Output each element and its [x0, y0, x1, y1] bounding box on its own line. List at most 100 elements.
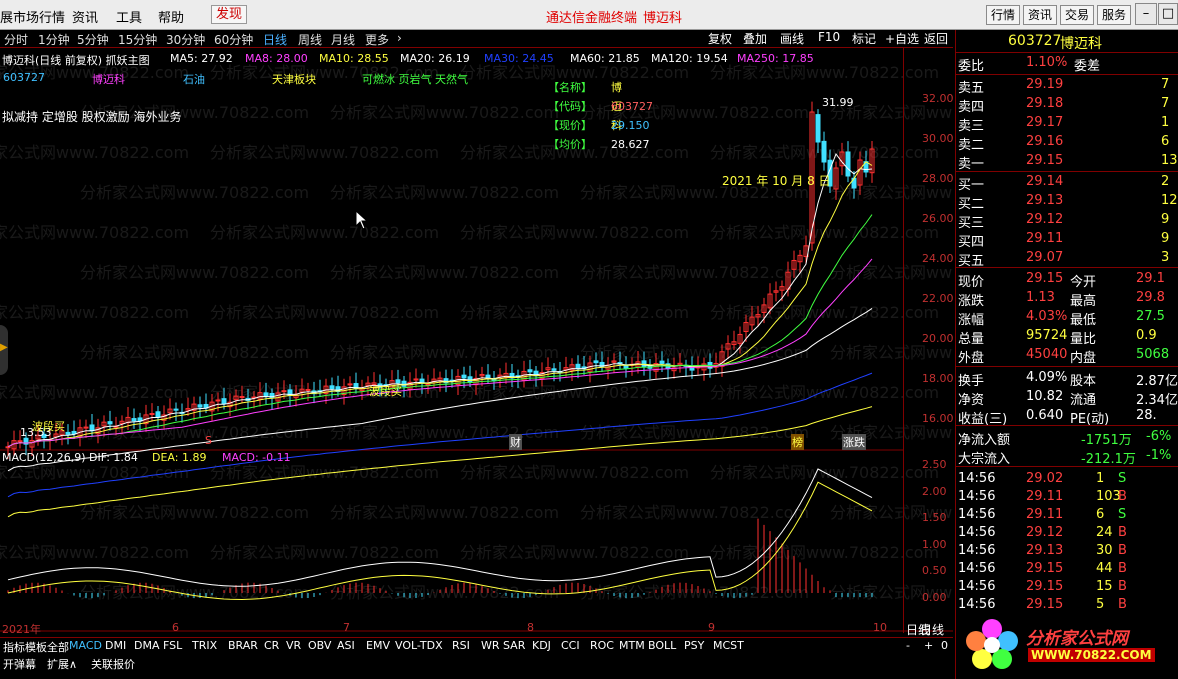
indicator-tab[interactable]: VOL-TDX — [395, 639, 443, 652]
indicator-tab[interactable]: 指标 — [3, 641, 25, 654]
indicator-tab[interactable]: WR — [481, 639, 500, 652]
panel-code: 603727 — [1008, 33, 1062, 49]
close-indicator-button[interactable]: 0 — [941, 639, 948, 652]
candle-body — [59, 430, 65, 436]
f10-button[interactable]: F10 — [818, 30, 841, 44]
indicator-tab[interactable]: PSY — [684, 639, 705, 652]
watermark-text: 分析家公式网www.70822.com — [80, 183, 309, 202]
bid-volume: 9 — [1161, 231, 1170, 246]
macd-value: MACD: -0.11 — [222, 451, 291, 464]
indicator-tab[interactable]: BOLL — [648, 639, 677, 652]
bid-label: 买五 — [958, 254, 985, 269]
minimize-icon[interactable]: – — [1135, 3, 1157, 25]
ask-label: 卖五 — [958, 81, 985, 96]
period-15min[interactable]: 15分钟 — [118, 33, 158, 47]
bid-price: 29.11 — [1026, 231, 1064, 246]
menu-news[interactable]: 资讯 — [72, 11, 99, 26]
candle-body — [233, 395, 239, 401]
stat-value: 2.34亿 — [1136, 393, 1178, 408]
related-quotes-button[interactable]: 关联报价 — [91, 658, 135, 671]
indicator-tab[interactable]: DMA — [134, 639, 160, 652]
mark-button[interactable]: 标记 — [852, 32, 877, 46]
period-60min[interactable]: 60分钟 — [214, 33, 254, 47]
indicator-tab[interactable]: TRIX — [192, 639, 218, 652]
stat-label: 股本 — [1070, 374, 1097, 389]
period-weekly[interactable]: 周线 — [298, 33, 323, 47]
menu-market[interactable]: 展市场行情 — [0, 11, 66, 26]
indicator-tab[interactable]: ASI — [337, 639, 355, 652]
period-1min[interactable]: 1分钟 — [38, 33, 70, 47]
indicator-tab[interactable]: BRAR — [228, 639, 258, 652]
draw-button[interactable]: 画线 — [780, 32, 805, 46]
period-30min[interactable]: 30分钟 — [166, 33, 206, 47]
indicator-tab[interactable]: OBV — [308, 639, 332, 652]
ask-price: 29.19 — [1026, 77, 1064, 92]
y-axis-divider — [903, 48, 904, 633]
overlay-button[interactable]: 叠加 — [743, 32, 768, 46]
trade-side: B — [1118, 543, 1127, 558]
flow-value: -212.1万 — [1081, 452, 1136, 467]
chart-title: 博迈科(日线 前复权) 抓妖主图 — [2, 54, 150, 67]
candle-body — [653, 363, 659, 372]
candle-body — [725, 343, 731, 350]
period-daily-indicator[interactable]: 日线 — [906, 623, 931, 637]
indicator-tab[interactable]: CCI — [561, 639, 580, 652]
logo-area: 分析家公式网 WWW.70822.COM — [956, 610, 1178, 679]
expand-button[interactable]: 扩展∧ — [47, 658, 78, 671]
indicator-tab[interactable]: MTM — [619, 639, 645, 652]
period-more[interactable]: 更多 — [365, 33, 390, 47]
indicator-tab[interactable]: SAR — [503, 639, 526, 652]
trade-volume: 30 — [1096, 543, 1113, 558]
stat-value: 5068 — [1136, 347, 1170, 362]
period-fenshi[interactable]: 分时 — [4, 33, 29, 47]
indicator-tab[interactable]: VR — [286, 639, 302, 652]
period-5min[interactable]: 5分钟 — [77, 33, 109, 47]
chevron-right-icon[interactable]: › — [397, 31, 402, 45]
month-label-10: 10 — [873, 621, 887, 634]
indicator-tab[interactable]: DMI — [105, 639, 127, 652]
price-tick: 18.00 — [922, 372, 954, 385]
indicator-tab[interactable]: MCST — [713, 639, 744, 652]
barrage-toggle[interactable]: 开弹幕 — [3, 658, 36, 671]
zoom-out-button[interactable]: - — [906, 639, 910, 652]
candle-body — [797, 254, 803, 263]
stat-value: 0.9 — [1136, 328, 1157, 343]
indicator-tab[interactable]: KDJ — [532, 639, 551, 652]
add-watchlist-button[interactable]: +自选 — [885, 32, 920, 46]
trade-side: B — [1118, 525, 1127, 540]
stat-label: 外盘 — [958, 351, 985, 366]
menu-tools[interactable]: 工具 — [116, 11, 143, 26]
bid-label: 买四 — [958, 235, 985, 250]
restore-rights-button[interactable]: 复权 — [708, 32, 733, 46]
menu-discover[interactable]: 发现 — [211, 5, 248, 24]
menu-help[interactable]: 帮助 — [158, 11, 185, 26]
kline-chart-canvas[interactable]: 分析家公式网www.70822.com 分析家公式网www.70822.com 分析… — [0, 48, 953, 648]
tab-service[interactable]: 服务 — [1097, 5, 1131, 25]
indicator-tab[interactable]: 模板 — [25, 641, 47, 654]
tab-trade[interactable]: 交易 — [1060, 5, 1094, 25]
indicator-tab[interactable]: 全部 — [47, 641, 69, 654]
indicator-tab[interactable]: ROC — [590, 639, 614, 652]
tab-quotes[interactable]: 行情 — [986, 5, 1020, 25]
stat-value: 2.87亿 — [1136, 374, 1178, 389]
zoom-in-button[interactable]: + — [924, 639, 934, 652]
tab-info[interactable]: 资讯 — [1023, 5, 1057, 25]
indicator-tab[interactable]: MACD — [69, 639, 102, 652]
maximize-icon[interactable]: □ — [1158, 3, 1178, 25]
period-daily[interactable]: 日线 — [263, 33, 288, 47]
candle-body — [257, 392, 263, 400]
ma60-label: MA60: 21.85 — [570, 52, 640, 65]
indicator-tab[interactable]: FSL — [163, 639, 183, 652]
period-monthly[interactable]: 月线 — [331, 33, 356, 47]
indicator-tab[interactable]: CR — [264, 639, 280, 652]
panel-period-label[interactable]: 日线 — [920, 623, 945, 637]
left-panel-handle[interactable]: ▶ — [0, 325, 8, 375]
indicator-tab[interactable]: EMV — [366, 639, 390, 652]
candle-body — [161, 414, 167, 421]
back-button[interactable]: 返回 — [924, 32, 949, 46]
indicator-tab[interactable]: RSI — [452, 639, 470, 652]
mouse-cursor-icon — [355, 210, 369, 230]
price-tick: 26.00 — [922, 212, 954, 225]
watermark-text: 分析家公式网www.70822.com — [330, 103, 559, 122]
marker-finance: 财 — [509, 434, 522, 450]
